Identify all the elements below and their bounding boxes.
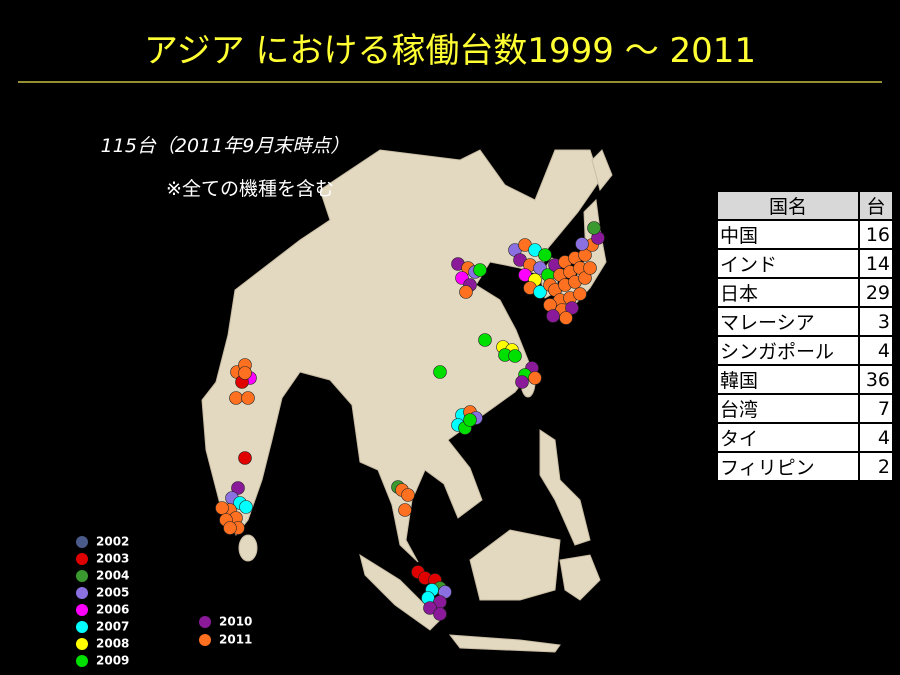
- site-marker: [463, 413, 477, 427]
- legend-swatch: [199, 616, 211, 628]
- legend-label: 2003: [96, 552, 129, 566]
- header-country: 国名: [716, 190, 860, 221]
- site-marker: [398, 503, 412, 517]
- site-marker: [433, 365, 447, 379]
- legend-label: 2008: [96, 637, 129, 651]
- site-marker: [538, 248, 552, 262]
- count-cell: 2: [858, 451, 894, 482]
- site-marker: [229, 391, 243, 405]
- site-marker: [231, 481, 245, 495]
- legend-label: 2006: [96, 603, 129, 617]
- country-cell: 韓国: [716, 364, 860, 395]
- site-marker: [215, 501, 229, 515]
- count-cell: 7: [858, 393, 894, 424]
- count-cell: 14: [858, 248, 894, 279]
- site-marker: [238, 366, 252, 380]
- table-row: シンガポール 4: [716, 335, 894, 366]
- legend: 2002 2003 2004 2005 2006 2007 2008 2009 2010 2011: [76, 535, 252, 668]
- count-cell: 4: [858, 422, 894, 453]
- legend-swatch: [76, 536, 88, 548]
- site-marker: [565, 301, 579, 315]
- site-marker: [459, 285, 473, 299]
- site-marker: [423, 601, 437, 615]
- table-row: 日本 29: [716, 277, 894, 308]
- count-cell: 16: [858, 219, 894, 250]
- site-marker: [575, 237, 589, 251]
- legend-swatch: [76, 587, 88, 599]
- site-marker: [508, 349, 522, 363]
- table-row: 台湾 7: [716, 393, 894, 424]
- legend-swatch: [76, 621, 88, 633]
- header-count: 台: [858, 190, 894, 221]
- site-marker: [223, 521, 237, 535]
- site-marker: [587, 221, 601, 235]
- legend-label: 2004: [96, 569, 129, 583]
- legend-label: 2005: [96, 586, 129, 600]
- site-marker: [238, 451, 252, 465]
- table-row: マレーシア 3: [716, 306, 894, 337]
- site-marker: [583, 261, 597, 275]
- site-marker: [573, 287, 587, 301]
- country-cell: タイ: [716, 422, 860, 453]
- site-marker: [433, 607, 447, 621]
- land: [201, 149, 613, 653]
- legend-swatch: [76, 655, 88, 667]
- site-marker: [533, 285, 547, 299]
- legend-label: 2010: [219, 615, 252, 629]
- scope-note: ※全ての機種を含む: [166, 178, 334, 200]
- country-table: 国名台 中国 16 インド 14 日本 29 マレーシア 3 シンガポール 4 韓国 36 台湾 7 タイ 4…: [716, 190, 894, 482]
- table-row: フィリピン 2: [716, 451, 894, 482]
- site-marker: [559, 311, 573, 325]
- site-marker: [515, 375, 529, 389]
- legend-label: 2011: [219, 633, 252, 647]
- site-marker: [478, 333, 492, 347]
- site-marker: [401, 488, 415, 502]
- legend-label: 2009: [96, 654, 129, 668]
- count-note: 115台（2011年9月末時点）: [101, 135, 350, 157]
- count-cell: 3: [858, 306, 894, 337]
- legend-swatch: [76, 604, 88, 616]
- legend-swatch: [76, 570, 88, 582]
- table-row: 中国 16: [716, 219, 894, 250]
- count-cell: 4: [858, 335, 894, 366]
- legend-label: 2007: [96, 620, 129, 634]
- title: アジア における稼働台数1999 ～ 2011: [144, 31, 756, 71]
- legend-swatch: [199, 634, 211, 646]
- country-cell: 台湾: [716, 393, 860, 424]
- legend-swatch: [76, 638, 88, 650]
- table-row: インド 14: [716, 248, 894, 279]
- table-row: タイ 4: [716, 422, 894, 453]
- site-marker: [546, 309, 560, 323]
- count-cell: 36: [858, 364, 894, 395]
- site-marker: [528, 371, 542, 385]
- site-marker: [239, 500, 253, 514]
- legend-swatch: [76, 553, 88, 565]
- table-row: 韓国 36: [716, 364, 894, 395]
- site-marker: [241, 391, 255, 405]
- site-marker: [473, 263, 487, 277]
- country-cell: 日本: [716, 277, 860, 308]
- site-markers: [215, 221, 605, 621]
- count-cell: 29: [858, 277, 894, 308]
- country-cell: フィリピン: [716, 451, 860, 482]
- country-cell: マレーシア: [716, 306, 860, 337]
- country-cell: シンガポール: [716, 335, 860, 366]
- country-cell: 中国: [716, 219, 860, 250]
- legend-label: 2002: [96, 535, 129, 549]
- country-cell: インド: [716, 248, 860, 279]
